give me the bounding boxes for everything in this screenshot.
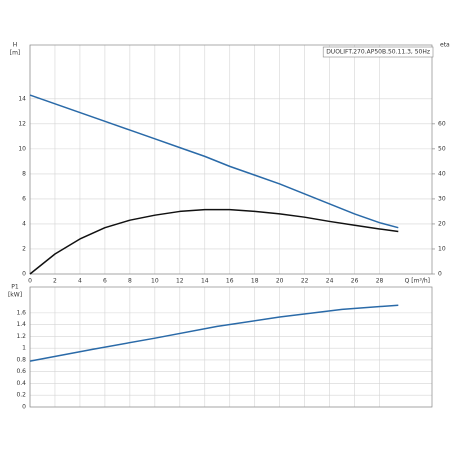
y2-tick-label: 30 bbox=[438, 195, 446, 202]
y-tick-label: 0.8 bbox=[16, 356, 26, 363]
y-tick-label: 6 bbox=[22, 195, 26, 202]
series-line bbox=[29, 304, 399, 362]
y2-tick-label: 40 bbox=[438, 170, 446, 177]
y-tick-label: 0 bbox=[22, 404, 26, 411]
y-tick-label: 8 bbox=[22, 170, 26, 177]
y2-tick-label: 50 bbox=[438, 145, 446, 152]
y-tick-label: 1.2 bbox=[16, 333, 26, 340]
y2-axis-label: eta bbox=[440, 42, 450, 49]
plot-frame bbox=[29, 44, 433, 275]
x-tick-label: 24 bbox=[326, 278, 334, 285]
y-tick-label: 0.4 bbox=[16, 380, 26, 387]
y-tick-label: 4 bbox=[22, 220, 26, 227]
y-tick-label: 10 bbox=[18, 145, 26, 152]
x-tick-label: 16 bbox=[226, 278, 234, 285]
plot-frame bbox=[29, 286, 433, 408]
x-tick-label: 14 bbox=[201, 278, 209, 285]
x-tick-label: 22 bbox=[301, 278, 309, 285]
x-tick-label: 2 bbox=[53, 278, 57, 285]
y-tick-label: 12 bbox=[18, 120, 26, 127]
x-tick-label: 28 bbox=[376, 278, 384, 285]
series-line bbox=[29, 208, 399, 275]
y-tick-label: 0.6 bbox=[16, 368, 26, 375]
y-axis-unit: [kW] bbox=[8, 292, 22, 299]
y-tick-label: 14 bbox=[18, 95, 26, 102]
title-box bbox=[322, 46, 434, 58]
y-tick-label: 0.2 bbox=[16, 392, 26, 399]
y-axis-unit: [m] bbox=[10, 50, 21, 57]
x-tick-label: 8 bbox=[128, 278, 132, 285]
chart-title: DUOLIFT.270.AP50B.50.11.3, 50Hz bbox=[326, 49, 430, 56]
y-axis-label: H bbox=[13, 42, 18, 49]
x-axis-label: Q [m³/h] bbox=[405, 278, 430, 285]
x-tick-label: 0 bbox=[28, 278, 32, 285]
y-tick-label: 1.4 bbox=[16, 321, 26, 328]
y-tick-label: 1 bbox=[22, 345, 26, 352]
y2-tick-label: 60 bbox=[438, 120, 446, 127]
y-tick-label: 1.6 bbox=[16, 309, 26, 316]
x-tick-label: 6 bbox=[103, 278, 107, 285]
y2-tick-label: 0 bbox=[438, 271, 442, 278]
y-axis-label: P1 bbox=[11, 284, 19, 291]
x-tick-label: 4 bbox=[78, 278, 82, 285]
x-tick-label: 26 bbox=[351, 278, 359, 285]
series-line bbox=[29, 94, 399, 229]
y2-tick-label: 10 bbox=[438, 245, 446, 252]
y-tick-label: 0 bbox=[22, 271, 26, 278]
y2-tick-label: 20 bbox=[438, 220, 446, 227]
x-tick-label: 12 bbox=[176, 278, 184, 285]
x-tick-label: 20 bbox=[276, 278, 284, 285]
y-tick-label: 2 bbox=[22, 245, 26, 252]
x-tick-label: 18 bbox=[251, 278, 259, 285]
x-tick-label: 10 bbox=[151, 278, 159, 285]
